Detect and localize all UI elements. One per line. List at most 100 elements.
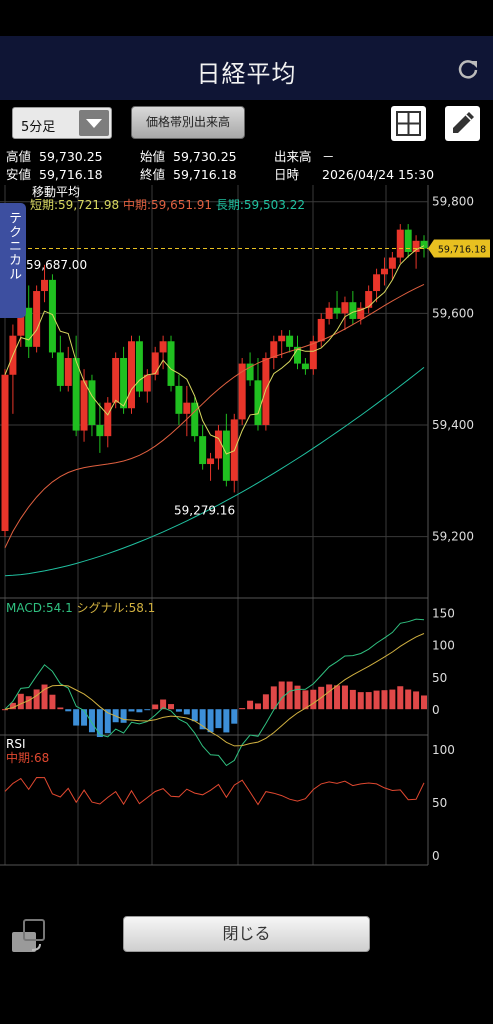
candle: [64, 346, 72, 392]
current-price-tag: [428, 239, 490, 258]
ma-legend: 短期:59,721.98 中期:59,651.91 長期:59,503.22: [30, 197, 305, 212]
candle-body: [80, 380, 88, 431]
price-tick-label: 59,800: [432, 195, 474, 209]
candle-body: [199, 436, 207, 465]
macd-histogram-bar: [81, 709, 88, 726]
candle-body: [254, 380, 262, 425]
app-header: 日経平均: [0, 36, 493, 100]
candle: [48, 274, 56, 359]
candle: [254, 358, 262, 431]
candle: [191, 397, 199, 442]
refresh-icon[interactable]: [457, 58, 479, 80]
candle-body: [64, 358, 72, 386]
macd-histogram-bar: [389, 689, 396, 710]
toolbar: 5分足 価格帯別出来高: [0, 100, 493, 146]
candle-body: [333, 307, 341, 314]
open-value: 59,730.25: [173, 149, 237, 164]
macd-histogram-bar: [223, 709, 230, 733]
stock-chart[interactable]: 59,200 59,400 59,600 59,800 59,716.18 59,687.…: [0, 185, 493, 880]
candle-body: [167, 341, 175, 386]
rotate-screen-icon[interactable]: [10, 918, 48, 954]
candle: [88, 374, 96, 437]
close-value: 59,716.18: [173, 167, 237, 182]
candle-body: [373, 274, 381, 292]
candle-body: [48, 279, 56, 353]
candle-body: [17, 302, 25, 336]
macd-histogram-bar: [421, 695, 427, 710]
candle-body: [214, 430, 222, 459]
macd-tick-label: 50: [432, 671, 447, 685]
candle: [199, 424, 207, 470]
macd-histogram-bar: [49, 694, 56, 710]
price-tick-label: 59,200: [432, 530, 474, 544]
macd-histogram-bar: [128, 709, 135, 712]
quote-info: 高値 59,730.25 安値 59,716.18 始値 59,730.25 終…: [0, 147, 493, 185]
macd-histogram-bar: [373, 690, 380, 710]
macd-legend-signal: シグナル:58.1: [77, 601, 156, 615]
candle: [214, 424, 222, 470]
candle-body: [191, 402, 199, 437]
low-annotation: 59,279.16: [174, 503, 235, 517]
page-title: 日経平均: [196, 60, 297, 88]
macd-histogram-bar: [365, 692, 372, 710]
layout-button[interactable]: [391, 106, 426, 141]
candle-body: [262, 358, 270, 425]
macd-histogram-bar: [88, 709, 95, 733]
candle: [1, 369, 9, 537]
volume-by-price-button[interactable]: 価格帯別出来高: [131, 106, 245, 139]
macd-tick-label: 0: [432, 703, 440, 717]
long-ma-line: [4, 367, 425, 577]
rsi-tick-label: 0: [432, 849, 440, 863]
candle: [222, 413, 230, 487]
candle: [396, 224, 404, 264]
technical-tab[interactable]: テクニカル: [0, 203, 26, 318]
candle-body: [270, 341, 278, 359]
candle: [25, 285, 33, 359]
datetime-value: 2026/04/24 15:30: [322, 167, 435, 182]
macd-histogram-bar: [397, 686, 404, 710]
macd-legend: MACD:54.1 シグナル:58.1: [6, 601, 155, 615]
interval-value: 5分足: [21, 120, 56, 135]
macd-histogram-bar: [160, 699, 167, 710]
candle: [104, 397, 112, 448]
candle: [151, 346, 159, 381]
interval-select[interactable]: 5分足: [12, 107, 112, 139]
close-button[interactable]: 閉じる: [123, 916, 370, 952]
candle-body: [317, 318, 325, 342]
macd-histogram-bar: [262, 694, 269, 710]
candle-body: [357, 307, 365, 319]
macd-histogram-bar: [73, 709, 80, 726]
macd-histogram-bar: [357, 692, 364, 710]
close-label: 終値: [140, 167, 166, 182]
rsi-panel-title: RSI: [6, 737, 26, 751]
macd-histogram-bar: [17, 693, 24, 710]
candle: [301, 358, 309, 375]
candle: [120, 346, 128, 414]
candle: [278, 330, 286, 359]
candle-body: [388, 257, 396, 269]
rsi-legend-mid: 中期:68: [6, 750, 49, 765]
macd-histogram-bar: [65, 709, 72, 712]
open-label: 始値: [140, 149, 166, 164]
rsi-line: [4, 776, 425, 806]
candle: [373, 268, 381, 303]
candle-body: [309, 341, 317, 370]
candle-body: [41, 279, 49, 292]
macd-histogram-bar: [57, 707, 64, 710]
candle-body: [56, 352, 64, 386]
macd-histogram-bar: [278, 681, 285, 710]
macd-histogram-bar: [25, 696, 32, 710]
macd-histogram-bar: [191, 709, 198, 722]
macd-histogram-bar: [215, 709, 222, 729]
candle-body: [246, 363, 254, 381]
candle: [420, 235, 428, 258]
current-price-tag-label: 59,716.18: [438, 245, 486, 256]
draw-button[interactable]: [445, 106, 480, 141]
candle: [349, 291, 357, 325]
macd-histogram-bar: [207, 709, 214, 733]
candle: [270, 335, 278, 370]
macd-histogram-bar: [175, 709, 182, 712]
macd-histogram-bar: [144, 709, 151, 711]
candle-body: [175, 385, 183, 414]
macd-legend-macd: MACD:54.1: [6, 601, 77, 615]
